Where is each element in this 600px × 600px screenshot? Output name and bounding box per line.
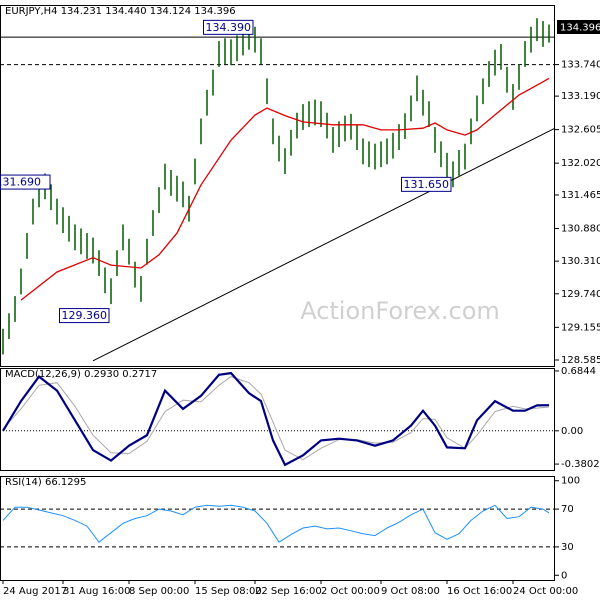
y-tick-label: 100 <box>561 476 580 487</box>
x-tick-label: 2 Oct 00:00 <box>321 586 380 597</box>
trendline <box>92 127 556 362</box>
x-tick-label: 9 Oct 08:00 <box>381 586 440 597</box>
y-tick-label: 130.880 <box>561 223 600 234</box>
y-tick-label: 0 <box>561 570 567 581</box>
last-price-label: 134.396 <box>560 23 600 34</box>
y-tick-label: 129.740 <box>561 289 600 300</box>
y-tick-label: 131.465 <box>561 190 600 201</box>
y-tick-label: 133.740 <box>561 60 600 71</box>
annotation-box <box>203 19 254 35</box>
last-price-box <box>557 20 600 35</box>
annotation-label: 131.650 <box>404 178 450 191</box>
x-tick-label: 22 Sep 16:00 <box>255 586 322 597</box>
x-tick-label: 16 Oct 16:00 <box>447 586 512 597</box>
y-tick-label: 132.605 <box>561 125 600 136</box>
y-tick-label: 133.190 <box>561 91 600 102</box>
y-tick-label: 70 <box>561 504 574 515</box>
y-tick-label: 128.585 <box>561 355 600 366</box>
indicator-line <box>2 371 550 467</box>
panel-title: MACD(12,26,9) 0.2930 0.2717 <box>5 369 157 380</box>
annotation-box <box>59 308 110 324</box>
moving-average <box>20 77 550 301</box>
indicator-line <box>2 504 550 543</box>
x-tick-label: 8 Sep 00:00 <box>129 586 189 597</box>
panel-frame <box>0 476 555 581</box>
y-tick-label: 0.00 <box>561 426 583 437</box>
x-tick-label: 24 Aug 2017 <box>3 586 67 597</box>
y-tick-label: 0.6844 <box>561 366 596 377</box>
panel-title: RSI(14) 66.1295 <box>5 477 86 488</box>
y-tick-label: 30 <box>561 542 574 553</box>
annotation-label: 134.390 <box>206 21 252 34</box>
panel-title: EURJPY,H4 134.231 134.440 134.124 134.39… <box>5 6 236 17</box>
y-tick-label: -0.3802 <box>561 459 600 470</box>
indicator-line <box>2 376 550 461</box>
annotation-box <box>401 176 452 192</box>
watermark: ActionForex.com <box>300 297 500 325</box>
x-tick-label: 15 Sep 08:00 <box>195 586 262 597</box>
x-tick-label: 31 Aug 16:00 <box>63 586 130 597</box>
annotation-label: 129.360 <box>62 309 108 322</box>
y-tick-label: 130.310 <box>561 256 600 267</box>
annotation-box <box>0 174 51 190</box>
y-tick-label: 132.020 <box>561 158 600 169</box>
x-tick-label: 24 Oct 00:00 <box>513 586 578 597</box>
y-tick-label: 129.155 <box>561 322 600 333</box>
annotation-label: 131.690 <box>0 176 41 189</box>
panel-frame <box>0 368 555 471</box>
